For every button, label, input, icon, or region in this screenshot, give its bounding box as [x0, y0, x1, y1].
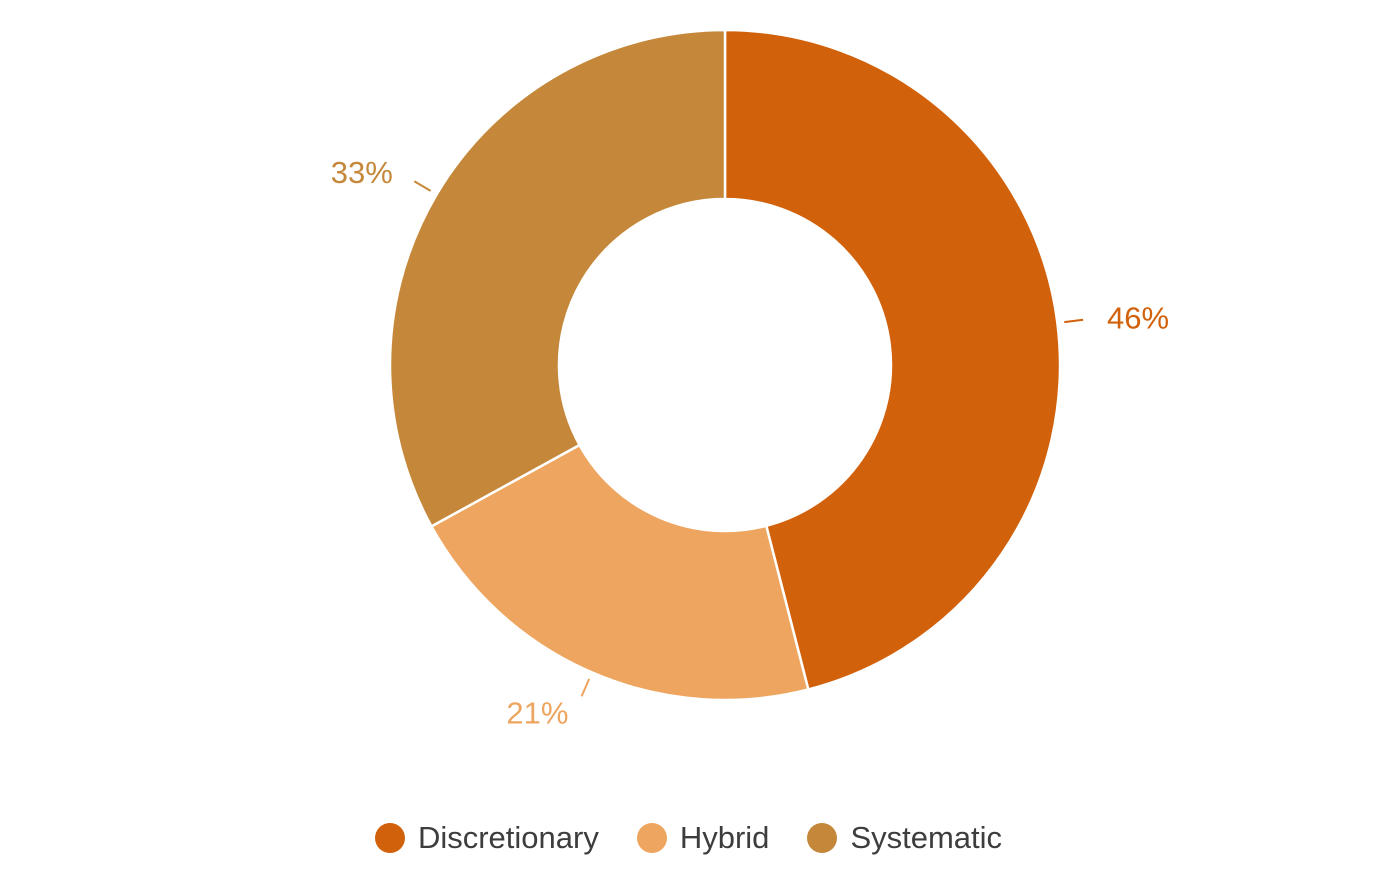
legend-item-discretionary[interactable]: Discretionary — [374, 820, 599, 855]
pie-slice-discretionary[interactable] — [723, 28, 1062, 691]
pie-slice-hybrid[interactable] — [430, 443, 810, 702]
legend: Discretionary Hybrid Systematic — [0, 822, 1377, 853]
slice-value-label-hybrid: 21% — [506, 696, 568, 731]
legend-label-hybrid: Hybrid — [679, 820, 770, 855]
slice-value-label-discretionary: 46% — [1107, 300, 1169, 335]
legend-dot-systematic — [807, 822, 838, 853]
slice-value-label-systematic: 33% — [331, 155, 393, 190]
label-connector-systematic — [413, 180, 432, 192]
label-connector-discretionary — [1064, 318, 1084, 324]
legend-dot-discretionary — [374, 822, 405, 853]
legend-dot-hybrid — [636, 822, 667, 853]
legend-item-systematic[interactable]: Systematic — [807, 822, 1002, 853]
legend-label-discretionary: Discretionary — [417, 820, 599, 855]
legend-item-hybrid[interactable]: Hybrid — [636, 820, 770, 855]
label-connector-hybrid — [580, 678, 591, 697]
legend-label-systematic: Systematic — [850, 820, 1003, 855]
pie-slice-systematic[interactable] — [388, 28, 727, 528]
